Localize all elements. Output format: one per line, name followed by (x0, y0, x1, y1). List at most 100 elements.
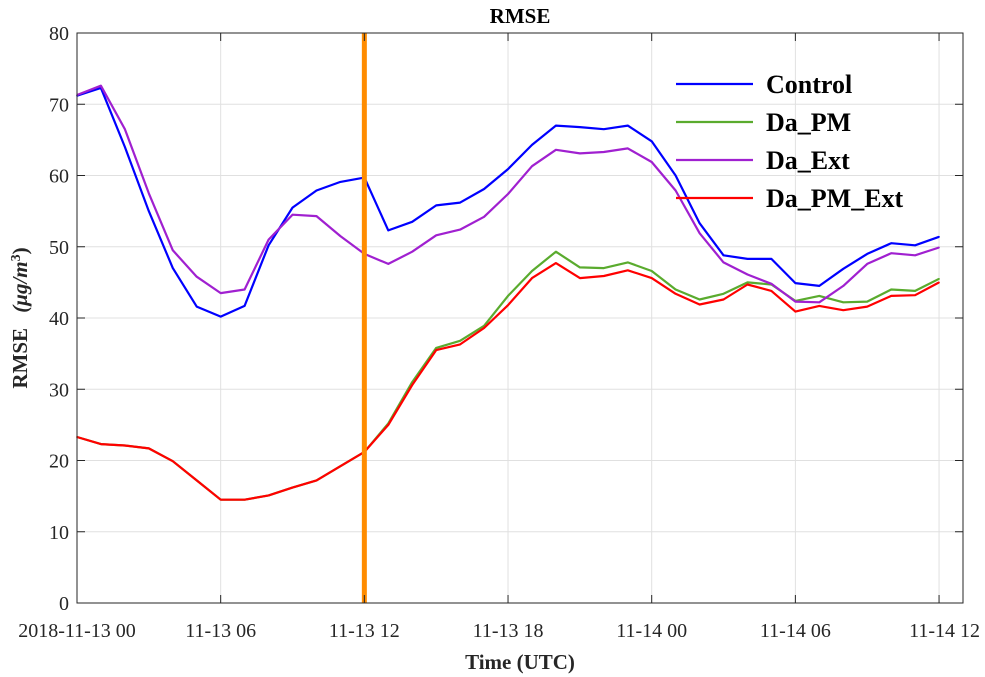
data-point (579, 266, 581, 269)
data-point (674, 174, 677, 177)
data-point (866, 253, 869, 255)
x-tick-label: 11-14 00 (616, 620, 687, 642)
data-point (148, 192, 150, 195)
legend-label: Da_Ext (766, 146, 850, 175)
data-point (698, 298, 701, 301)
data-point (243, 288, 246, 291)
data-point (746, 281, 749, 284)
data-point (459, 340, 461, 342)
data-point (914, 244, 916, 247)
data-point (746, 283, 749, 286)
data-point (770, 283, 773, 285)
data-point (603, 128, 605, 130)
data-point (579, 126, 581, 128)
data-point (914, 290, 916, 292)
data-point (339, 181, 342, 183)
chart-title: RMSE (490, 4, 551, 28)
data-point (842, 309, 845, 311)
data-point (411, 250, 414, 253)
y-tick-label: 30 (49, 379, 69, 401)
data-point (219, 498, 222, 501)
data-point (459, 228, 461, 231)
data-point (531, 144, 533, 146)
data-point (267, 238, 270, 241)
data-point (124, 444, 126, 447)
data-point (315, 215, 318, 217)
data-point (674, 288, 677, 291)
data-point (291, 486, 294, 489)
y-axis-label-group: RMSE (μg/m3) (8, 247, 32, 388)
data-point (866, 305, 869, 308)
data-point (124, 146, 126, 148)
data-point (411, 384, 414, 386)
x-tick-label: 11-13 12 (329, 620, 400, 642)
data-point (890, 252, 892, 254)
data-point (650, 270, 653, 272)
data-point (171, 460, 174, 463)
data-point (938, 281, 940, 284)
data-point (746, 273, 749, 276)
data-point (938, 278, 940, 280)
data-point (794, 310, 797, 313)
data-point (219, 292, 222, 294)
data-point (818, 285, 821, 287)
data-point (603, 151, 605, 153)
data-point (435, 349, 437, 351)
series-da-pm-ext (76, 262, 940, 501)
data-point (555, 124, 557, 127)
x-tick-label: 11-14 06 (760, 620, 831, 642)
data-point (626, 269, 629, 272)
data-point (794, 282, 797, 284)
y-tick-label: 10 (49, 522, 69, 544)
data-point (267, 244, 270, 247)
legend-label: Da_PM_Ext (766, 184, 904, 213)
data-point (459, 343, 461, 346)
data-point (650, 161, 653, 163)
data-point (507, 304, 509, 306)
y-tick-label: 50 (49, 237, 69, 259)
data-point (148, 210, 150, 212)
data-point (603, 267, 605, 269)
data-point (674, 189, 677, 192)
data-point (626, 261, 629, 264)
data-point (555, 250, 557, 253)
data-point (698, 303, 701, 306)
data-point (507, 295, 509, 297)
data-point (483, 216, 485, 218)
y-ticks: 0 10 20 30 40 50 60 70 80 (49, 23, 963, 615)
data-point (100, 84, 102, 87)
data-point (507, 168, 509, 170)
data-point (890, 242, 892, 244)
svg-text:RMSE (μg/m3): RMSE (μg/m3) (8, 247, 32, 388)
x-tick-label: 2018-11-13 00 (18, 620, 136, 642)
data-point (171, 249, 174, 252)
data-point (626, 124, 629, 127)
data-point (483, 188, 485, 190)
data-point (650, 140, 653, 143)
data-point (938, 235, 940, 238)
data-point (243, 305, 246, 307)
data-point (387, 229, 390, 232)
data-point (555, 262, 557, 264)
y-tick-label: 20 (49, 451, 69, 473)
data-point (555, 149, 557, 151)
x-axis-label: Time (UTC) (465, 650, 575, 674)
data-point (650, 277, 653, 279)
x-tick-label: 11-13 06 (185, 620, 256, 642)
data-point (579, 152, 581, 155)
data-point (770, 290, 773, 292)
data-point (579, 277, 581, 279)
legend: Control Da_PM Da_Ext Da_PM_Ext (676, 70, 904, 213)
data-point (435, 234, 437, 237)
data-point (291, 213, 294, 216)
data-point (195, 305, 198, 308)
data-point (722, 254, 725, 257)
data-point (171, 267, 174, 269)
x-ticks: 2018-11-13 00 11-13 06 11-13 12 11-13 18 11-… (18, 33, 980, 642)
data-point (818, 295, 821, 297)
y-axis-unit: (μg/m (8, 261, 32, 312)
data-point (291, 206, 294, 209)
y-tick-label: 0 (59, 593, 69, 615)
data-point (124, 128, 126, 130)
data-point (195, 275, 198, 278)
